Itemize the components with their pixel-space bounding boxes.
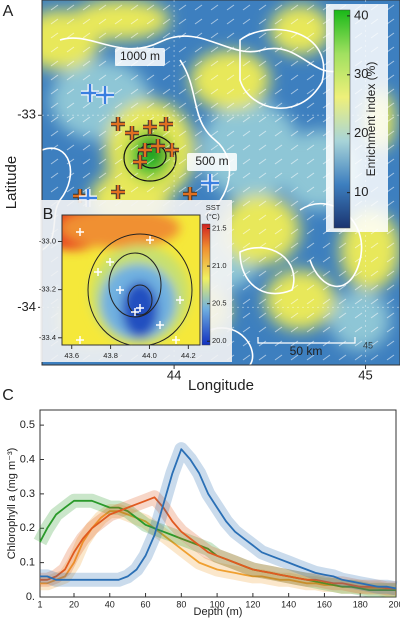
- y-tick-label: 0.: [26, 591, 35, 603]
- y-tick-label: -34: [17, 299, 36, 314]
- sst-contour: [108, 252, 162, 318]
- panel-label: C: [2, 387, 14, 404]
- x-tick-label: 100: [210, 599, 225, 609]
- series-line: [40, 496, 396, 590]
- y-axis-label: Chlorophyll a (mg m⁻³): [6, 448, 18, 560]
- inset-station: [94, 268, 102, 276]
- colorbar-tick-label: 21.5: [212, 223, 227, 232]
- station-cross: [133, 155, 147, 169]
- panel-b: 43.6 43.8 44.0 44.2 -33.0 -33.2 -33.4 B 20.0 20.5…: [39, 203, 227, 360]
- station-cross: [111, 117, 125, 131]
- inset-station: [176, 296, 184, 304]
- inset-station: [76, 336, 84, 344]
- x-tick-label: 20: [69, 599, 79, 609]
- colorbar-tick-label: 30: [354, 66, 368, 81]
- annotation: 50 km: [290, 344, 323, 358]
- colorbar: [201, 223, 211, 346]
- colorbar-tick-label: 40: [354, 7, 368, 22]
- colorbar-tick-label: 20.5: [212, 299, 227, 308]
- x-tick-label: 1: [37, 599, 42, 609]
- isobath-contour: [239, 246, 295, 295]
- station-cross: [183, 187, 197, 201]
- x-tick-label: 40: [105, 599, 115, 609]
- x-axis-label: Depth (m): [194, 606, 243, 618]
- y-axis-label: Latitude: [3, 156, 20, 209]
- enrichment-contour: [123, 134, 177, 182]
- annotation-box: [115, 48, 165, 66]
- inset-station: [146, 236, 154, 244]
- inset-station: [156, 321, 164, 329]
- y-tick-label: 0.1: [20, 557, 35, 569]
- colorbar-tick-label: 20.0: [212, 336, 227, 345]
- sst-blobs: [62, 215, 190, 345]
- station-cross: [165, 143, 179, 157]
- y-tick-label: 0.2: [20, 522, 35, 534]
- x-tick-label: 43.8: [103, 351, 118, 360]
- x-tick-label: 80: [176, 599, 186, 609]
- colorbar-tick-label: 10: [354, 184, 368, 199]
- sst-contour: [87, 233, 193, 345]
- colorbar-label: Enrichment index (%): [364, 62, 378, 177]
- x-tick-label: 140: [281, 599, 296, 609]
- inset-station: [106, 258, 114, 266]
- x-tick-label: 180: [353, 599, 368, 609]
- inset-station: [131, 308, 139, 316]
- isobath-contour: [59, 35, 343, 73]
- y-tick-label: -33: [17, 107, 36, 122]
- isobath-contour: [239, 28, 325, 109]
- panel-c: 1204060801001201401601802000.0.10.20.30.…: [2, 387, 400, 618]
- x-tick-label: 44.2: [181, 351, 196, 360]
- x-tick-label: 44: [167, 367, 181, 382]
- inset-station: [172, 336, 180, 344]
- x-tick-label: 43.6: [64, 351, 79, 360]
- annotation: 500 m: [195, 154, 228, 168]
- y-tick-label: -33.4: [39, 333, 56, 342]
- x-tick-label: 200: [388, 599, 400, 609]
- annotation: 1000 m: [120, 49, 160, 63]
- inset-station: [136, 304, 144, 312]
- y-tick-label: -33.0: [39, 236, 56, 245]
- series-line: [40, 448, 397, 590]
- colorbar-tick-label: 20: [354, 125, 368, 140]
- x-tick-label: 120: [245, 599, 260, 609]
- y-tick-label: 0.4: [20, 453, 35, 465]
- colorbar-unit: (°C): [206, 212, 220, 221]
- y-tick-label: 0.5: [20, 419, 35, 431]
- colorbar-label: SST: [206, 203, 221, 212]
- station-cross: [159, 117, 173, 131]
- colorbar-tick-label: 21.0: [212, 261, 227, 270]
- x-tick-label: 60: [141, 599, 151, 609]
- plot-frame: [39, 409, 397, 598]
- station-cross: [143, 120, 157, 134]
- inset-station: [116, 286, 124, 294]
- station-cross: [125, 126, 139, 140]
- panel-label: B: [43, 206, 54, 223]
- y-tick-label: 0.3: [20, 488, 35, 500]
- panel-label: A: [3, 3, 14, 20]
- x-tick-label: 44.0: [142, 351, 157, 360]
- scale-bar: [257, 337, 356, 344]
- isobath-contour: [179, 59, 231, 216]
- colorbar: [333, 9, 351, 229]
- station-cross: [138, 143, 152, 157]
- station-cross: [201, 174, 219, 192]
- station-cross: [96, 86, 114, 104]
- annotation-box: [187, 153, 237, 171]
- x-tick-label: 160: [317, 599, 332, 609]
- inset-station: [76, 228, 84, 236]
- annotation: 45: [363, 340, 373, 350]
- x-tick-label: 45: [358, 367, 372, 382]
- sst-contour: [127, 284, 153, 316]
- map-frame: [41, 0, 400, 366]
- panel-a: 44 45 -33 -34 Longitude Latitude A 10 20 30 40 Enri…: [3, 0, 400, 394]
- map-frame: [61, 214, 201, 346]
- station-cross: [111, 185, 125, 199]
- station-cross: [151, 139, 165, 153]
- y-tick-label: -33.2: [39, 285, 56, 294]
- sst-field: [62, 215, 200, 345]
- x-axis-label: Longitude: [188, 377, 254, 394]
